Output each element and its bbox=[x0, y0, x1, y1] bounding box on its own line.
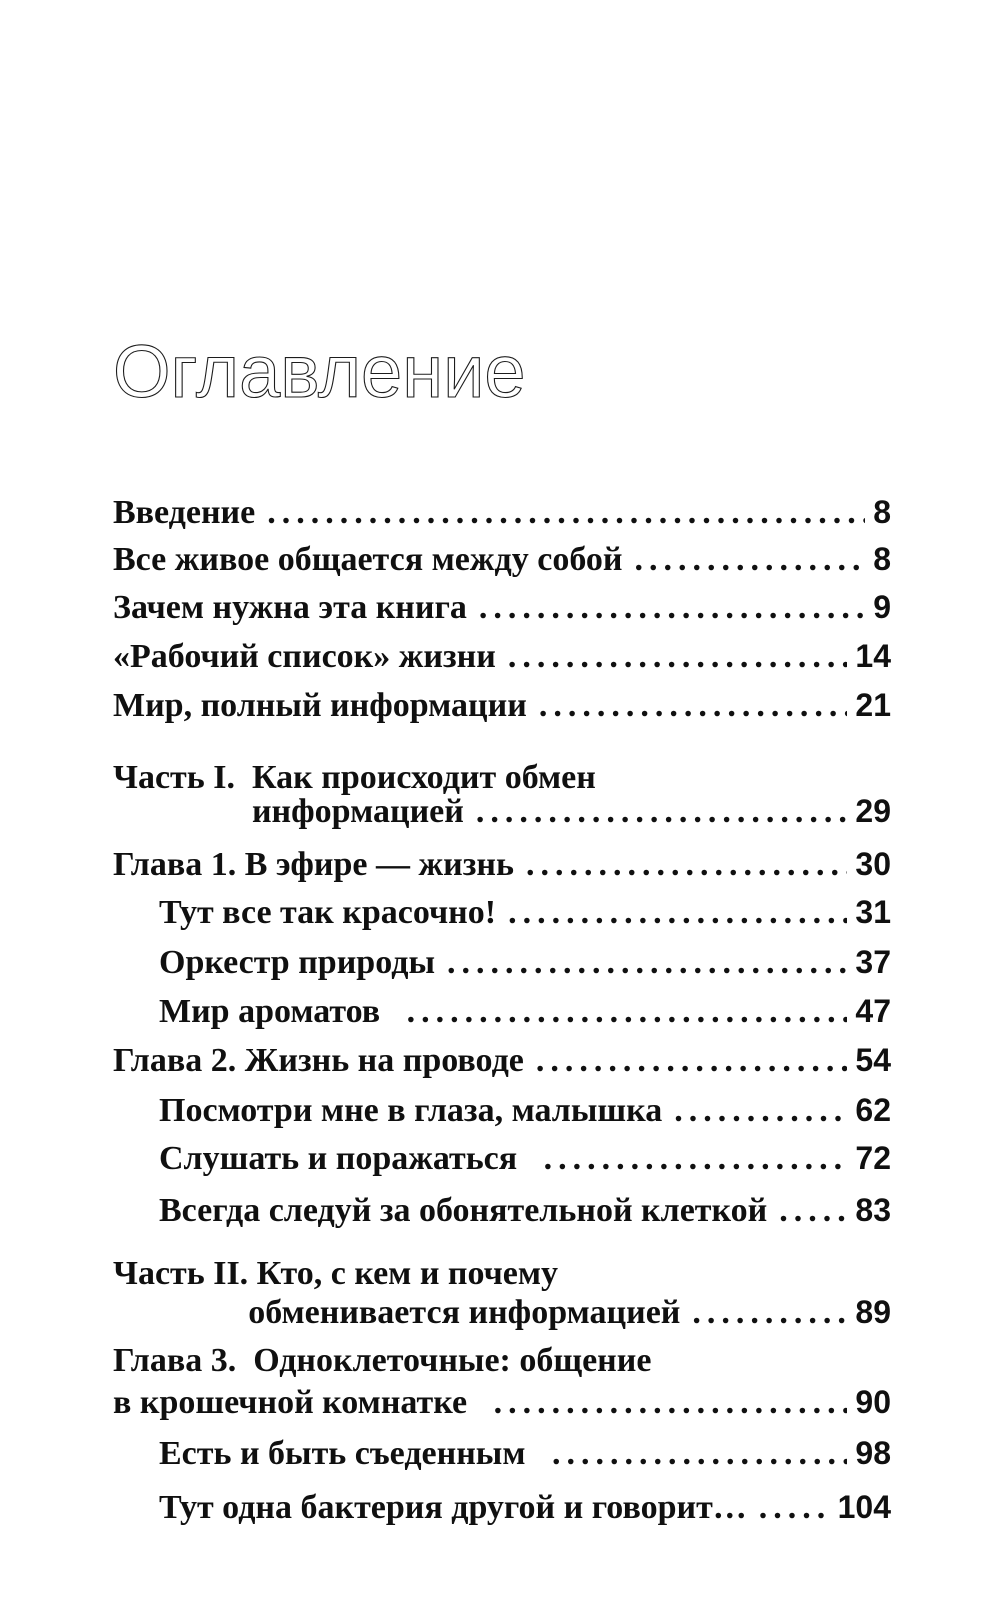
svg-text:Оглавление: Оглавление bbox=[113, 330, 526, 413]
